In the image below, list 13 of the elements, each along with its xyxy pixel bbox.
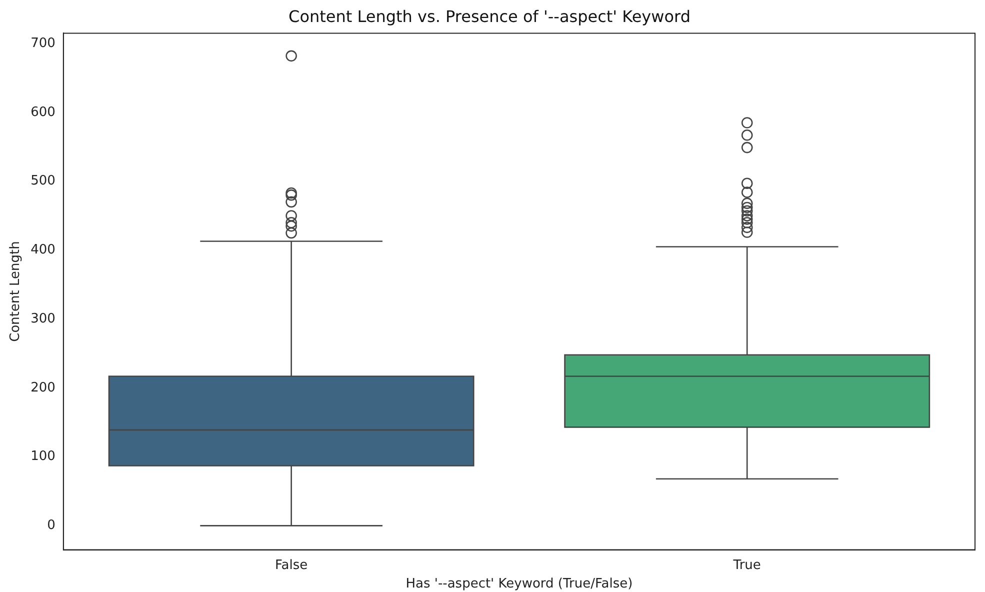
y-tick-label: 0 bbox=[47, 518, 56, 534]
y-axis-title: Content Length bbox=[8, 241, 24, 342]
y-tick-label: 300 bbox=[30, 311, 56, 326]
y-tick-label: 400 bbox=[30, 242, 56, 258]
y-tick-label: 600 bbox=[30, 104, 56, 120]
x-axis-title: Has '--aspect' Keyword (True/False) bbox=[406, 576, 633, 592]
chart-title: Content Length vs. Presence of '--aspect' Keyword bbox=[288, 6, 690, 26]
y-tick-label: 100 bbox=[30, 449, 56, 464]
x-tick-label: False bbox=[274, 558, 308, 573]
x-tick-label: True bbox=[732, 558, 761, 573]
y-tick-label: 700 bbox=[30, 36, 56, 51]
y-tick-label: 200 bbox=[30, 380, 56, 396]
y-tick-label: 500 bbox=[30, 174, 56, 189]
